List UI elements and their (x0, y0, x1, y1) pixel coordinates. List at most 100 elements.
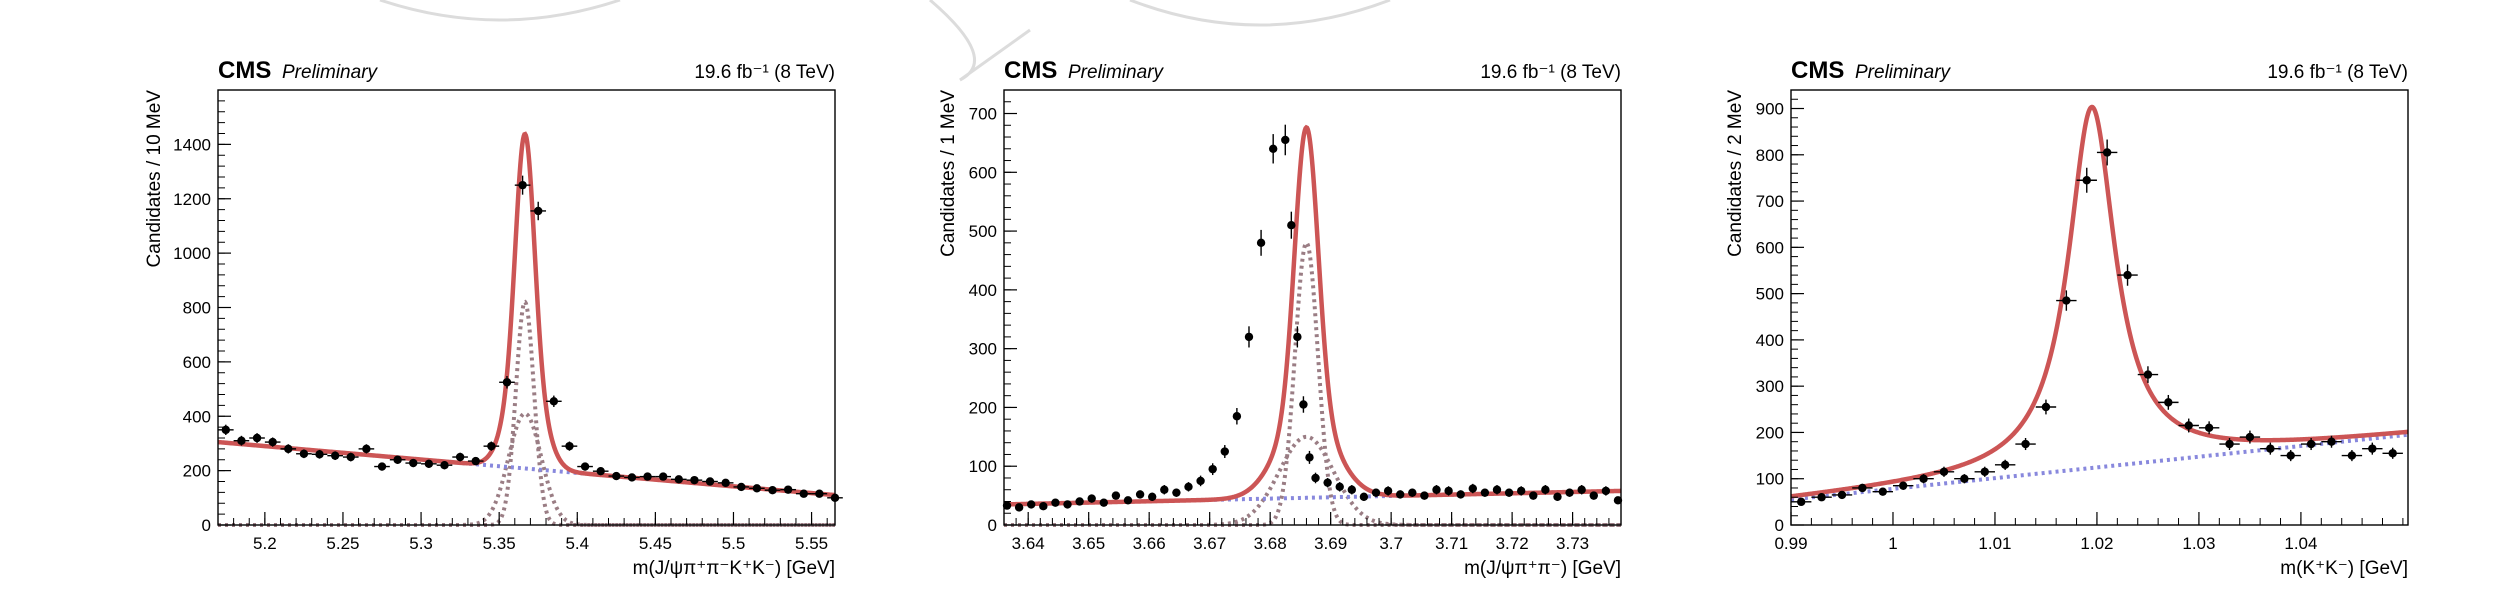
x-tick-label: 5.55 (795, 534, 828, 553)
data-point (1553, 492, 1562, 501)
cms-label: CMS (218, 57, 271, 84)
data-point (561, 441, 578, 451)
data-point-marker (268, 437, 277, 447)
data-point (1601, 486, 1611, 496)
data-point-marker (1504, 488, 1514, 497)
data-point (795, 489, 812, 498)
watermark (379, 0, 1391, 82)
data-point (421, 459, 437, 469)
data-point-marker (1919, 474, 1928, 483)
x-tick-label: 3.71 (1435, 534, 1468, 553)
data-point-marker (1492, 485, 1502, 494)
data-point-marker (690, 475, 699, 485)
data-point (342, 452, 359, 462)
data-point-marker (2388, 449, 2397, 458)
x-tick-label: 3.68 (1254, 534, 1287, 553)
data-point-marker (1323, 478, 1332, 487)
data-point (483, 441, 500, 451)
y-axis-label: Candidates / 10 MeV (144, 90, 165, 268)
total-fit-curve (1790, 104, 2409, 499)
data-point-marker (2327, 437, 2336, 446)
y-tick-label: 100 (1756, 470, 1784, 489)
data-point (1791, 497, 1812, 507)
data-point-marker (674, 475, 683, 484)
data-point-marker (2062, 296, 2071, 305)
plot-frame (1003, 89, 1622, 526)
data-point (1396, 490, 1405, 499)
data-point-marker (2021, 439, 2030, 449)
axes: 0 100 200 300 400 500 600 700 3.64 3.65 3.66 3.67 3.… (969, 89, 1622, 553)
data-point (2178, 418, 2199, 433)
data-point-marker (284, 444, 293, 454)
data-point (1075, 497, 1084, 506)
data-point-marker (1529, 491, 1538, 500)
preliminary-label: Preliminary (1068, 62, 1165, 83)
data-point (780, 485, 796, 494)
panel-bs-mass: CMS Preliminary 19.6 fb⁻¹ (8 TeV) 0 200 40… (144, 57, 843, 579)
data-point (624, 473, 640, 482)
plot-area (1790, 104, 2409, 507)
data-point-marker (534, 206, 543, 216)
data-point (264, 437, 281, 447)
panel-psi2s-mass: CMS Preliminary 19.6 fb⁻¹ (8 TeV) 0 100 20… (938, 57, 1623, 579)
data-point-marker (1432, 485, 1441, 494)
data-point-marker (2143, 370, 2153, 379)
data-point (249, 433, 265, 443)
plot-area (1002, 124, 1623, 527)
y-tick-label: 0 (988, 516, 997, 535)
data-point-marker (1898, 481, 1908, 490)
y-tick-label: 1400 (173, 135, 211, 154)
plot-area (217, 131, 843, 527)
x-tick-label: 3.65 (1072, 534, 1105, 553)
data-point-marker (455, 452, 465, 462)
data-point-marker (799, 489, 808, 498)
cms-label: CMS (1004, 57, 1057, 84)
data-point-marker (1299, 400, 1308, 409)
data-point-marker (1293, 332, 1302, 342)
data-point-marker (1311, 473, 1320, 483)
data-point-marker (2184, 421, 2193, 430)
x-tick-label: 3.73 (1556, 534, 1589, 553)
data-point-marker (362, 444, 371, 454)
data-point (1811, 493, 1832, 502)
data-point-marker (1305, 453, 1314, 462)
data-point (2321, 435, 2342, 448)
data-point (655, 472, 671, 481)
y-tick-label: 800 (183, 299, 211, 318)
data-point-marker (1335, 482, 1344, 491)
data-point-marker (315, 450, 324, 459)
x-tick-label: 1 (1888, 534, 1897, 553)
data-point-marker (2266, 444, 2275, 453)
data-point (2076, 167, 2097, 193)
data-point-marker (1347, 485, 1357, 494)
data-point (1196, 475, 1205, 487)
data-point (358, 444, 375, 454)
data-point-marker (1444, 486, 1453, 496)
data-point (2260, 442, 2281, 455)
data-point (1148, 492, 1157, 501)
data-point-marker (752, 484, 762, 493)
data-point-marker (737, 482, 746, 492)
data-point-marker (1002, 501, 1012, 510)
data-point-marker (2123, 270, 2132, 280)
data-point (1268, 134, 1278, 164)
data-point-marker (1837, 490, 1847, 500)
data-point-marker (2286, 451, 2295, 460)
y-axis-label: Candidates / 1 MeV (938, 90, 959, 257)
data-point-marker (377, 462, 387, 471)
signal-component-curve-1 (1004, 240, 1621, 527)
data-point (1994, 459, 2016, 470)
y-tick-label: 200 (969, 398, 997, 417)
data-point-marker (1817, 493, 1826, 502)
data-point (1516, 486, 1526, 496)
data-point-marker (1287, 221, 1296, 230)
data-point-marker (221, 425, 231, 435)
data-point (670, 475, 687, 484)
x-tick-label: 3.67 (1193, 534, 1226, 553)
x-tick-label: 5.35 (483, 534, 516, 553)
data-point-marker (1796, 497, 1806, 507)
y-tick-label: 600 (1756, 238, 1784, 257)
data-point (2341, 450, 2363, 462)
data-point-marker (2102, 148, 2112, 157)
data-point-marker (1939, 467, 1949, 476)
